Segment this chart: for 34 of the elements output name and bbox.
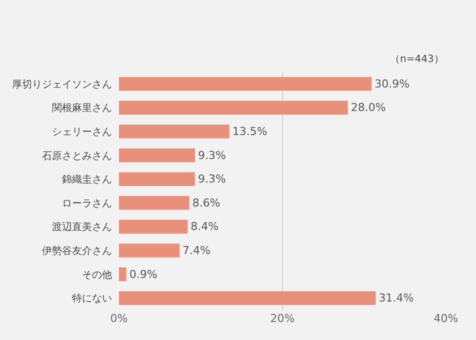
data-label: 31.4% — [378, 292, 414, 305]
y-tick-label: ローラさん — [62, 198, 112, 210]
y-tick-label: 特にない — [72, 292, 112, 305]
y-tick-label: 渡辺直美さん — [52, 221, 112, 234]
bar — [119, 244, 180, 258]
data-label: 30.9% — [374, 77, 410, 90]
data-label: 13.5% — [232, 125, 268, 138]
y-tick-label: 関根麻里さん — [52, 102, 112, 114]
bar — [119, 124, 230, 138]
bar — [119, 100, 348, 115]
y-tick-label: 石原さとみさん — [42, 150, 112, 162]
x-tick-label: 40% — [434, 312, 458, 325]
bar — [119, 267, 126, 282]
data-label: 0.9% — [129, 268, 158, 281]
bar — [119, 77, 372, 91]
bar — [119, 220, 188, 234]
y-tick-label: 伊勢谷友介さん — [42, 245, 112, 257]
x-tick-label: 20% — [270, 312, 295, 325]
data-label: 7.4% — [182, 244, 210, 257]
x-tick-label: 0% — [110, 312, 128, 325]
data-label: 28.0% — [350, 101, 386, 114]
data-label: 9.3% — [198, 172, 226, 186]
bar — [119, 291, 376, 305]
text: （n=443） — [390, 54, 444, 65]
data-label: 9.3% — [198, 148, 226, 162]
data-label: 8.4% — [190, 220, 219, 234]
y-tick-label: シェリーさん — [52, 127, 112, 138]
data-label: 8.6% — [192, 196, 220, 210]
bar — [119, 148, 196, 162]
y-tick-label: 錦織圭さん — [62, 174, 112, 186]
bar — [119, 196, 190, 210]
y-tick-label: 厚切りジェイソンさん — [12, 78, 112, 90]
y-tick-label: その他 — [82, 268, 112, 281]
bar — [119, 172, 196, 186]
